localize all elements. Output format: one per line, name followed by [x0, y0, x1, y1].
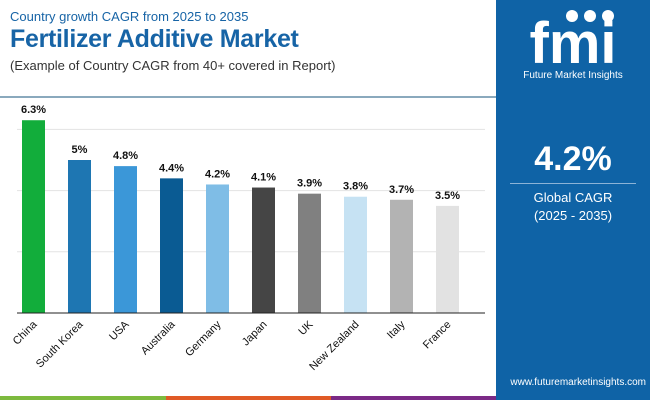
x-tick-label: Italy — [385, 318, 408, 341]
stripe-green — [0, 396, 166, 400]
bar-japan — [252, 187, 275, 313]
data-label: 4.8% — [113, 150, 138, 162]
x-tick-label: China — [11, 318, 40, 347]
bar-china — [22, 120, 45, 313]
x-tick-label: Germany — [183, 318, 224, 359]
data-label: 4.2% — [205, 168, 230, 180]
data-label: 3.7% — [389, 184, 414, 196]
x-tick-label: UK — [296, 318, 316, 338]
website-link[interactable]: www.futuremarketinsights.com — [510, 377, 646, 388]
bar-new-zealand — [344, 196, 367, 313]
bar-chart: 6.3% China 5% South Korea 4.8% USA 4.4% Austral… — [11, 104, 485, 373]
bar-germany — [206, 184, 229, 313]
x-tick-label: France — [421, 319, 454, 352]
global-cagr-value: 4.2% — [534, 140, 612, 178]
x-tick-label: South Korea — [34, 318, 86, 370]
x-tick-label: Japan — [240, 319, 270, 349]
global-cagr-period: (2025 - 2035) — [533, 208, 613, 223]
bar-france — [436, 205, 459, 313]
x-tick-label: New Zealand — [307, 319, 361, 373]
chart-subtitle: Country growth CAGR from 2025 to 2035 — [10, 9, 249, 24]
data-label: 3.8% — [343, 181, 368, 193]
bar-uk — [298, 193, 321, 313]
bar-south-korea — [68, 160, 91, 313]
data-label: 4.4% — [159, 162, 184, 174]
bar-australia — [160, 178, 183, 313]
data-label: 6.3% — [21, 104, 46, 116]
global-cagr-text: Global CAGR — [533, 190, 613, 205]
x-tick-label: USA — [107, 318, 132, 343]
global-cagr-label: Global CAGR (2025 - 2035) — [496, 189, 650, 225]
chart-note: (Example of Country CAGR from 40+ covere… — [10, 58, 336, 73]
bar-italy — [390, 199, 413, 313]
data-label: 3.5% — [435, 190, 460, 202]
bar-usa — [114, 166, 137, 313]
stripe-purple — [331, 396, 496, 400]
cagr-divider — [510, 183, 636, 184]
stripe-orange — [166, 396, 331, 400]
data-label: 5% — [72, 144, 88, 156]
data-label: 4.1% — [251, 172, 276, 184]
fmi-logo: fmi — [530, 10, 617, 68]
chart-title: Fertilizer Additive Market — [10, 25, 299, 53]
header-divider — [0, 96, 496, 98]
brand-name: Future Market Insights — [523, 70, 623, 81]
brand-panel: fmi Future Market Insights 4.2% Global C… — [496, 0, 650, 400]
x-tick-label: Australia — [139, 318, 178, 357]
data-label: 3.9% — [297, 178, 322, 190]
